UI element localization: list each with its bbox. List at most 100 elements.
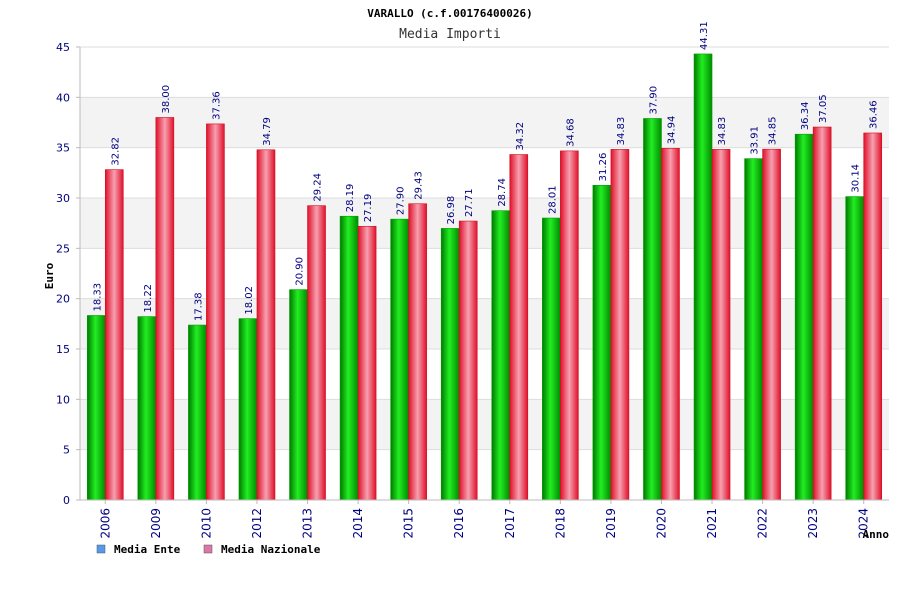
bar-media-nazionale-2024 [863, 132, 883, 501]
bar-media-ente-2015 [390, 218, 409, 501]
x-tick-label: 2024 [857, 508, 871, 539]
value-label: 18.02 [244, 286, 255, 315]
value-label: 34.32 [515, 122, 526, 151]
value-label: 38.00 [161, 85, 172, 114]
x-tick-label: 2017 [503, 508, 517, 539]
x-tick-label: 2009 [149, 508, 163, 539]
value-label: 34.79 [262, 117, 273, 146]
x-axis-ticks: 2006 2009 2010 2012 2013 2014 2015 2016 2017 2018… [98, 500, 871, 539]
y-tick-label: 40 [56, 91, 70, 104]
bar-media-ente-2010 [188, 324, 207, 501]
value-label: 20.90 [295, 257, 306, 286]
value-label: 36.34 [800, 102, 811, 131]
y-tick-label: 25 [56, 242, 70, 255]
x-axis-label: Anno [863, 528, 890, 541]
value-label: 34.94 [666, 116, 677, 145]
x-tick-label: 2012 [250, 508, 264, 539]
value-label: 37.05 [818, 94, 829, 123]
bar-media-ente-2012 [238, 318, 258, 501]
y-tick-label: 45 [56, 41, 70, 54]
y-tick-label: 5 [63, 444, 70, 457]
value-label: 29.43 [414, 171, 425, 200]
bar-media-nazionale-2014 [357, 225, 377, 501]
legend-label-media-nazionale: Media Nazionale [221, 543, 321, 556]
bar-media-ente-2023 [794, 133, 814, 501]
value-label: 18.33 [92, 283, 103, 312]
value-label: 34.83 [717, 117, 728, 146]
y-tick-label: 10 [56, 393, 70, 406]
bar-media-ente-2019 [592, 185, 612, 501]
y-tick-label: 15 [56, 343, 70, 356]
bar-media-nazionale-2013 [307, 205, 326, 501]
bar-media-nazionale-2010 [206, 123, 225, 501]
x-tick-label: 2019 [604, 508, 618, 539]
value-label: 36.46 [869, 100, 880, 129]
bar-media-nazionale-2006 [104, 169, 124, 501]
bar-media-nazionale-2021 [711, 149, 731, 501]
bar-media-ente-2009 [137, 316, 157, 501]
legend: Media Ente Media Nazionale [96, 543, 321, 556]
value-label: 26.98 [446, 196, 457, 225]
chart-subtitle: Media Importi [399, 27, 501, 42]
bar-media-ente-2016 [440, 228, 460, 501]
bar-media-nazionale-2022 [762, 148, 781, 501]
x-tick-label: 2006 [98, 508, 112, 539]
value-label: 44.31 [699, 21, 710, 50]
x-tick-label: 2022 [756, 508, 770, 539]
legend-swatch-media-ente [96, 544, 106, 554]
bar-media-nazionale-2018 [560, 150, 579, 501]
value-label: 28.74 [497, 178, 508, 207]
bar-media-nazionale-2016 [458, 220, 478, 501]
x-tick-label: 2015 [402, 508, 416, 539]
value-label: 17.38 [193, 292, 204, 321]
x-tick-label: 2013 [301, 508, 315, 539]
value-label: 32.82 [110, 137, 121, 166]
bar-media-nazionale-2015 [408, 203, 427, 501]
x-tick-label: 2023 [806, 508, 820, 539]
bar-media-ente-2013 [289, 289, 308, 501]
y-axis-label: Euro [43, 262, 56, 289]
x-tick-label: 2014 [351, 508, 365, 539]
legend-swatch-media-nazionale [203, 544, 213, 554]
value-label: 27.19 [363, 194, 374, 223]
value-label: 34.68 [565, 118, 576, 147]
x-tick-label: 2020 [654, 508, 668, 539]
x-tick-label: 2021 [705, 508, 719, 539]
x-tick-label: 2016 [452, 508, 466, 539]
value-label: 28.01 [547, 185, 558, 214]
bar-media-ente-2021 [693, 53, 713, 501]
bar-media-nazionale-2012 [256, 149, 276, 501]
y-tick-label: 30 [56, 192, 70, 205]
y-tick-label: 35 [56, 142, 70, 155]
x-tick-label: 2018 [553, 508, 567, 539]
bar-media-ente-2020 [643, 118, 662, 501]
bar-media-nazionale-2023 [812, 126, 832, 501]
bar-media-ente-2022 [744, 158, 763, 501]
value-label: 37.36 [211, 91, 222, 120]
value-label: 31.26 [598, 153, 609, 182]
y-axis-ticks: 0 5 10 15 20 25 30 35 40 45 [56, 41, 80, 507]
value-label: 33.91 [750, 126, 761, 155]
bars [86, 53, 883, 501]
bar-media-ente-2014 [339, 215, 359, 501]
value-label: 37.90 [648, 86, 659, 115]
bar-media-nazionale-2020 [661, 147, 680, 501]
bar-media-ente-2024 [845, 196, 865, 501]
y-tick-label: 20 [56, 293, 70, 306]
value-label: 27.71 [464, 188, 475, 217]
value-label: 30.14 [851, 164, 862, 193]
bar-media-nazionale-2019 [610, 149, 630, 501]
bar-media-ente-2017 [491, 210, 511, 501]
value-label: 29.24 [313, 173, 324, 202]
value-labels: 18.33 32.82 18.22 38.00 17.38 37.36 18.02 34.79… [92, 21, 879, 321]
chart-title: VARALLO (c.f.00176400026) [367, 7, 533, 20]
value-label: 34.85 [768, 117, 779, 146]
value-label: 28.19 [345, 184, 356, 213]
bar-media-ente-2018 [542, 217, 561, 501]
bar-media-ente-2006 [86, 315, 106, 501]
x-tick-label: 2010 [199, 508, 213, 539]
value-label: 18.22 [143, 284, 154, 313]
value-label: 34.83 [616, 117, 627, 146]
legend-label-media-ente: Media Ente [114, 543, 181, 556]
value-label: 27.90 [396, 186, 407, 215]
